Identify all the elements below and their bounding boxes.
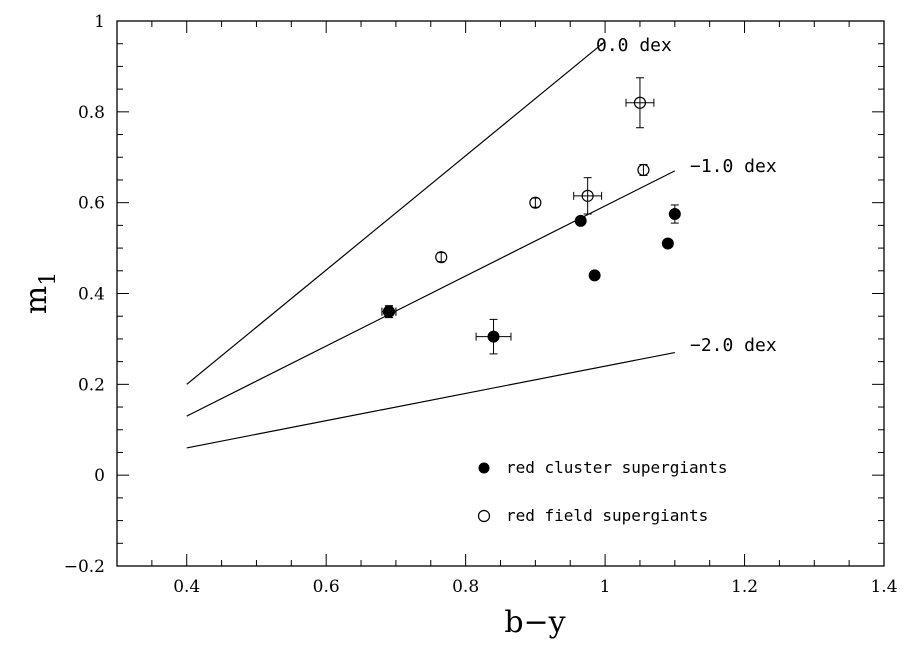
- y-tick-label: 0.4: [78, 285, 105, 305]
- legend-item: red cluster supergiants: [478, 458, 728, 477]
- x-tick-label: 1.2: [731, 577, 758, 597]
- y-tick-label: 0.6: [78, 194, 105, 214]
- legend-item: red field supergiants: [477, 506, 708, 525]
- marker-open: [581, 189, 594, 202]
- line-1: [186, 40, 606, 385]
- marker-open: [435, 251, 448, 264]
- y-tick-label: −0.2: [64, 557, 105, 577]
- y-axis-title-main: m: [19, 286, 54, 314]
- marker-open: [382, 305, 396, 318]
- x-tick-label: 1.4: [870, 577, 897, 597]
- data-point: [573, 177, 603, 215]
- x-tick-label: 1: [600, 577, 611, 597]
- line-label: −1.0 dex: [690, 156, 777, 177]
- marker-filled: [487, 330, 500, 343]
- marker-open: [637, 163, 650, 177]
- marker-filled: [661, 237, 674, 250]
- data-point: [435, 251, 448, 264]
- data-point: [588, 269, 601, 282]
- legend-marker-filled: [478, 462, 490, 474]
- x-tick-label: 0.6: [313, 577, 340, 597]
- line-label: −2.0 dex: [690, 335, 777, 356]
- data-point: [381, 305, 397, 319]
- marker-filled: [588, 269, 601, 282]
- y-axis-title: m1: [19, 272, 61, 314]
- legend: red cluster supergiants red field supergi…: [477, 458, 728, 525]
- legend-label: red field supergiants: [506, 506, 708, 525]
- data-point: [574, 214, 587, 227]
- data-point: [625, 77, 655, 129]
- marker-open: [633, 96, 647, 109]
- data-point: [637, 163, 650, 177]
- data-point: [661, 237, 674, 250]
- marker-filled: [668, 208, 681, 221]
- line-2: [186, 170, 676, 417]
- x-tick-label: 0.8: [452, 577, 479, 597]
- line-3: [186, 351, 675, 449]
- data-point: [668, 204, 681, 224]
- y-tick-label: 0: [94, 466, 105, 486]
- data-points: [381, 77, 681, 355]
- tick-labels: 0.4 0.6 0.8 1 1.2 1.4 −0.2 0 0.2 0.4 0.6 0.8 1: [64, 12, 898, 597]
- metallicity-lines: [186, 40, 676, 449]
- y-axis-title-subscript: 1: [36, 272, 61, 286]
- line-annotations: 0.0 dex −1.0 dex −2.0 dex: [596, 35, 777, 356]
- x-tick-label: 0.4: [173, 577, 200, 597]
- marker-open: [529, 196, 542, 209]
- legend-label: red cluster supergiants: [506, 458, 728, 477]
- line-label: 0.0 dex: [596, 35, 672, 56]
- x-axis-title: b−y: [504, 605, 565, 640]
- data-point: [529, 196, 542, 209]
- y-tick-label: 0.8: [78, 103, 105, 123]
- data-point: [475, 318, 512, 355]
- marker-filled: [574, 214, 587, 227]
- plot-frame: [116, 20, 885, 567]
- legend-marker-open: [477, 509, 491, 523]
- y-tick-label: 1: [94, 12, 105, 32]
- y-tick-label: 0.2: [78, 375, 105, 395]
- axis-ticks: [116, 20, 885, 567]
